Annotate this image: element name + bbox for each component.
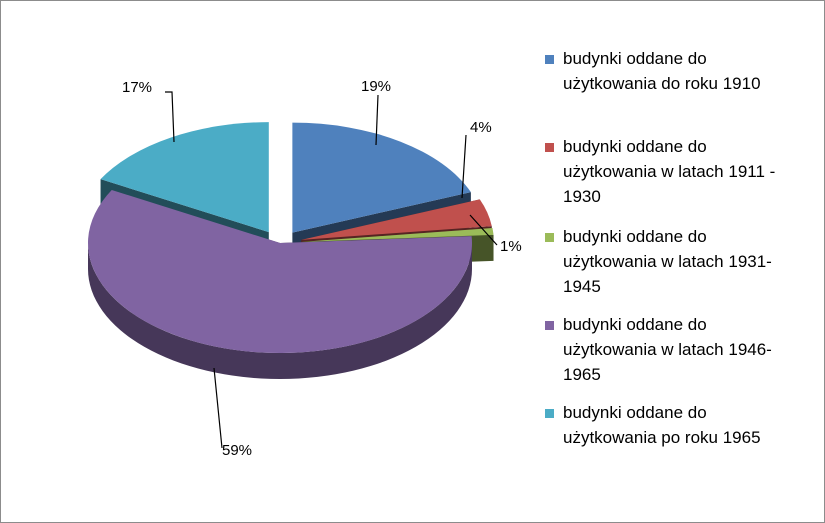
- pie-data-labels: 19% 4% 1% 59% 17%: [122, 78, 522, 459]
- pie-outer-wall-1946-1965-0: [88, 243, 472, 379]
- leader-line-after-1965: [165, 91, 175, 143]
- pie-slice-after-1965: [100, 122, 269, 233]
- pie-slice-1946-1965: [88, 190, 473, 353]
- legend-swatch-1931-1945: [545, 233, 554, 242]
- pie-slice-1910: [292, 122, 471, 233]
- legend-label-1911-1930: budynki oddane do użytkowania w latach 1…: [563, 137, 776, 206]
- data-label-after-1965: 17%: [122, 79, 152, 96]
- legend-swatch-1946-1965: [545, 321, 554, 330]
- data-label-1931-1945: 1%: [500, 238, 522, 255]
- legend-label-after-1965: budynki oddane do użytkowania po roku 19…: [563, 403, 761, 447]
- legend-label-1910: budynki oddane do użytkowania do roku 19…: [563, 49, 761, 93]
- data-label-1946-1965: 59%: [222, 442, 252, 459]
- legend-swatch-1910: [545, 55, 554, 64]
- data-label-1910: 19%: [361, 78, 391, 95]
- pie-slice-1931-1945: [301, 228, 494, 242]
- legend-swatch-after-1965: [545, 409, 554, 418]
- leader-line-1911-1930: [461, 134, 467, 199]
- legend-label-1931-1945: budynki oddane do użytkowania w latach 1…: [563, 227, 772, 296]
- pie-slice-1911-1930: [301, 199, 492, 240]
- leader-line-1946-1965: [213, 367, 223, 449]
- legend-label-1946-1965: budynki oddane do użytkowania w latach 1…: [563, 315, 772, 384]
- legend-swatch-1911-1930: [545, 143, 554, 152]
- leader-line-1910: [375, 94, 379, 146]
- pie-leader-lines: [165, 91, 498, 449]
- leader-line-1931-1945: [469, 214, 498, 246]
- data-label-1911-1930: 4%: [470, 119, 492, 136]
- pie-tops: [88, 122, 494, 353]
